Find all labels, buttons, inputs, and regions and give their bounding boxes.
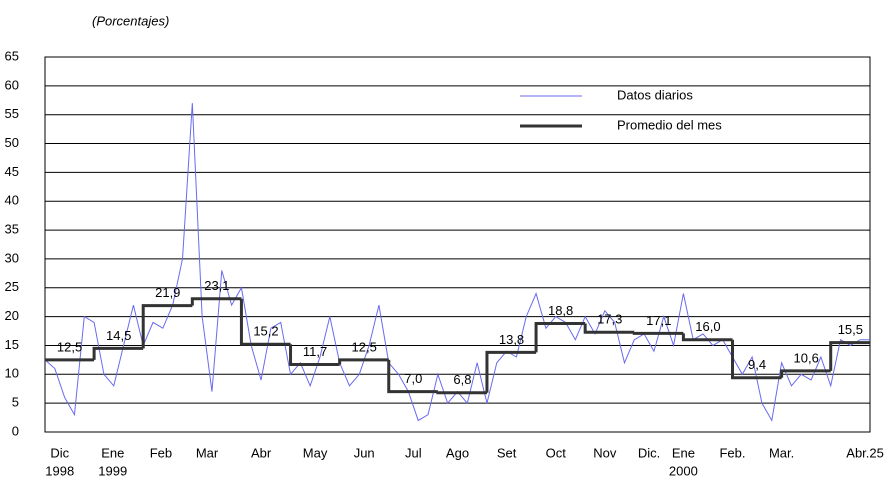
month-average-step [239,298,291,346]
value-label: 15,2 [253,324,278,339]
value-label: 17,1 [646,313,671,328]
y-tick-label: 40 [5,193,19,208]
x-tick-label: Mar [196,445,219,460]
value-label: 18,8 [548,303,573,318]
month-average-step [632,331,684,335]
month-average-step [731,339,782,380]
y-tick-label: 45 [5,164,19,179]
value-label: 10,6 [794,350,819,365]
x-year-label: 1998 [45,463,74,478]
y-tick-label: 35 [5,222,19,237]
x-tick-label: Set [497,445,517,460]
value-label: 15,5 [838,322,863,337]
x-year-label: 2000 [669,463,698,478]
month-average-step [681,333,733,342]
value-label: 9,4 [748,357,766,372]
y-tick-label: 55 [5,106,19,121]
month-average-step [190,297,242,306]
y-tick-label: 0 [12,423,19,438]
value-label: 12,5 [57,339,82,354]
month-average-step [92,346,144,360]
y-tick-label: 30 [5,250,19,265]
value-label: 7,0 [404,371,422,386]
x-tick-label: Ene [101,445,124,460]
x-tick-label: Feb. [719,445,745,460]
x-tick-label: Ene [672,445,695,460]
x-tick-label: Abr.25 [846,445,884,460]
x-tick-label: Oct [546,445,567,460]
value-label: 12,5 [352,339,377,354]
value-label: 14,5 [106,328,131,343]
x-tick-label: May [303,445,328,460]
y-tick-label: 25 [5,279,19,294]
month-average-step [338,358,389,365]
legend-label: Datos diarios [617,87,693,102]
month-average-step [141,304,193,349]
chart-subtitle: (Porcentajes) [92,13,169,28]
month-average-step [485,350,537,393]
month-average-step [829,341,870,371]
x-tick-label: Abr [251,445,272,460]
month-average-step [436,391,487,395]
y-tick-label: 10 [5,366,19,381]
y-tick-label: 20 [5,308,19,323]
x-tick-label: Mar. [769,445,794,460]
x-tick-label: Dic [50,445,69,460]
month-average-step [583,323,635,334]
x-tick-label: Nov [593,445,617,460]
y-tick-label: 50 [5,135,19,150]
value-label: 6,8 [453,372,471,387]
y-tick-label: 65 [5,48,19,63]
month-average-step [387,359,438,394]
x-tick-label: Jun [354,445,375,460]
value-label: 16,0 [695,319,720,334]
value-label: 21,9 [155,285,180,300]
x-tick-label: Ago [446,445,469,460]
value-label: 11,7 [303,344,327,359]
legend-label: Promedio del mes [617,117,722,132]
plot-frame [44,56,871,433]
value-label: 13,8 [499,332,524,347]
y-tick-label: 5 [12,395,19,410]
y-tick-label: 60 [5,77,19,92]
month-average-step [289,344,340,366]
x-tick-label: Jul [405,445,422,460]
month-average-step [534,322,586,353]
value-label: 17,3 [597,312,622,327]
value-label: 23,1 [204,278,229,293]
x-year-label: 1999 [98,463,127,478]
x-tick-label: Dic. [638,445,660,460]
month-average-step [780,369,831,378]
y-tick-label: 15 [5,337,19,352]
x-tick-label: Feb [150,445,172,460]
